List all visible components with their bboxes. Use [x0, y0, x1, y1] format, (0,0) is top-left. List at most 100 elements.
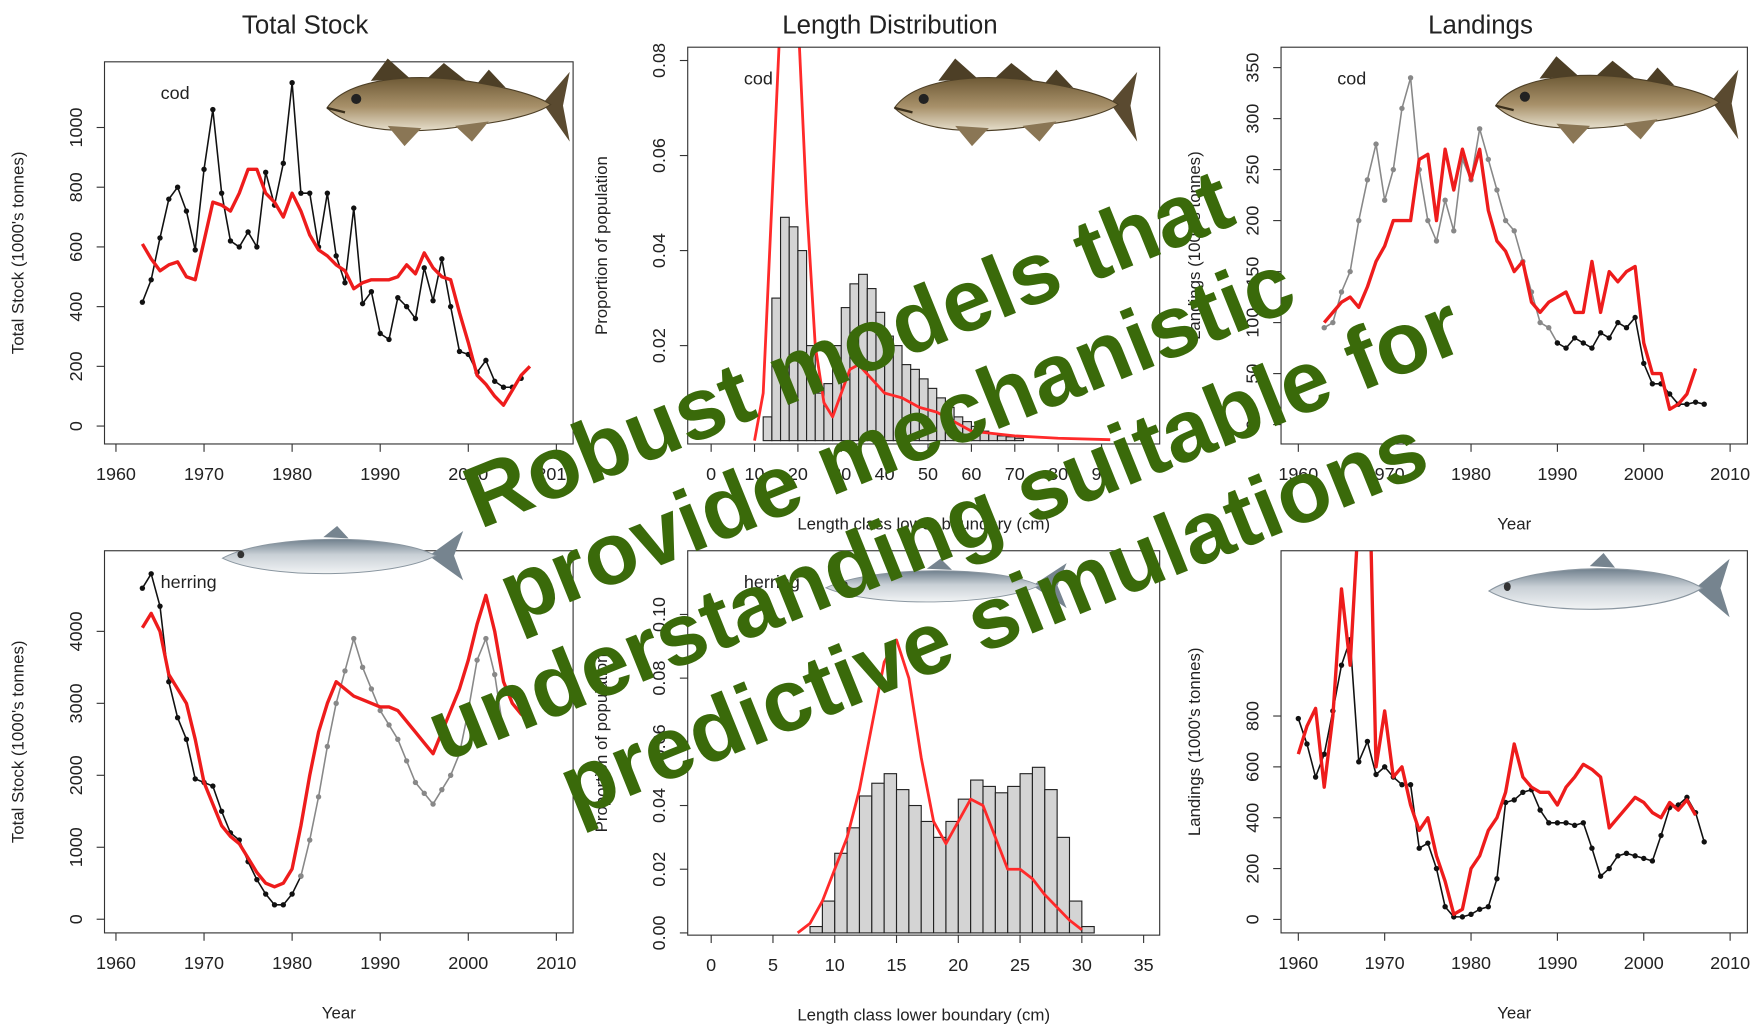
y-tick-label: 0.06 [649, 138, 669, 173]
data-point [1555, 820, 1560, 825]
data-point [289, 80, 294, 85]
data-point [1365, 177, 1370, 182]
y-tick-label: 400 [66, 292, 86, 322]
x-tick-label: 20 [948, 955, 968, 975]
data-point [430, 298, 435, 303]
data-point [342, 668, 347, 673]
data-point [298, 873, 303, 878]
data-point [1512, 228, 1517, 233]
y-axis-label: Proportion of population [592, 156, 611, 335]
data-point [360, 301, 365, 306]
data-point [1589, 846, 1594, 851]
data-point [228, 238, 233, 243]
x-tick-label: 2000 [1624, 464, 1664, 484]
data-point [1373, 772, 1378, 777]
y-axis-label: Landings (1000's tonnes) [1185, 647, 1204, 836]
data-point [1632, 853, 1637, 858]
x-tick-label: 2010 [1710, 953, 1750, 973]
data-point [1615, 320, 1620, 325]
data-point [342, 280, 347, 285]
data-point [1546, 325, 1551, 330]
data-point [1434, 238, 1439, 243]
data-point [448, 304, 453, 309]
panel-title: Landings [1428, 12, 1533, 40]
x-tick-label: 1980 [272, 953, 312, 973]
species-label: cod [1337, 68, 1366, 88]
data-point [1399, 106, 1404, 111]
data-point [1503, 218, 1508, 223]
data-point [1468, 912, 1473, 917]
data-point [166, 196, 171, 201]
data-point [1581, 820, 1586, 825]
y-tick-label: 400 [1243, 803, 1263, 833]
x-tick-label: 30 [1072, 955, 1092, 975]
data-point [492, 379, 497, 384]
y-tick-label: 4000 [66, 611, 86, 651]
x-axis-label: Year [322, 1003, 356, 1022]
data-point [1607, 866, 1612, 871]
data-point [1296, 716, 1301, 721]
x-tick-label: 10 [825, 955, 845, 975]
histogram-bar [1008, 786, 1020, 932]
data-point [289, 891, 294, 896]
y-tick-label: 200 [66, 351, 86, 381]
x-tick-label: 2000 [1624, 953, 1664, 973]
data-point [325, 190, 330, 195]
data-point [219, 809, 224, 814]
histogram-bar [934, 837, 946, 933]
histogram-bar [872, 783, 884, 933]
data-point [333, 253, 338, 258]
data-point [1632, 315, 1637, 320]
data-point [1702, 401, 1707, 406]
data-point [395, 737, 400, 742]
y-tick-label: 800 [66, 172, 86, 202]
y-tick-label: 350 [1243, 53, 1263, 83]
data-point [307, 190, 312, 195]
data-point [404, 304, 409, 309]
data-point [360, 665, 365, 670]
data-point [1537, 320, 1542, 325]
data-point [1356, 218, 1361, 223]
data-point [1408, 75, 1413, 80]
data-point [1347, 269, 1352, 274]
species-label: cod [744, 68, 773, 88]
data-point [1624, 851, 1629, 856]
data-point [281, 902, 286, 907]
data-point [413, 316, 418, 321]
y-tick-label: 800 [1243, 701, 1263, 731]
panel-title: Total Stock [242, 12, 368, 40]
y-tick-label: 300 [1243, 104, 1263, 134]
data-point [325, 744, 330, 749]
x-tick-label: 1980 [1451, 464, 1491, 484]
x-tick-label: 1980 [272, 464, 312, 484]
data-point [254, 877, 259, 882]
data-point [333, 701, 338, 706]
y-tick-label: 0 [66, 421, 86, 431]
data-point [1598, 330, 1603, 335]
x-tick-label: 15 [887, 955, 907, 975]
histogram-bar [1082, 927, 1094, 933]
data-point [1486, 904, 1491, 909]
data-point [140, 299, 145, 304]
y-tick-label: 0.02 [649, 328, 669, 363]
data-point [1624, 325, 1629, 330]
data-point [439, 256, 444, 261]
y-tick-label: 2000 [66, 755, 86, 795]
data-point [148, 571, 153, 576]
data-point [501, 385, 506, 390]
data-point [1425, 840, 1430, 845]
data-point [1382, 198, 1387, 203]
data-point [1607, 335, 1612, 340]
y-tick-label: 600 [1243, 752, 1263, 782]
data-point [386, 722, 391, 727]
data-point [281, 161, 286, 166]
data-point [219, 190, 224, 195]
x-tick-label: 1960 [96, 953, 136, 973]
data-point [457, 349, 462, 354]
histogram-bar [909, 806, 921, 933]
y-tick-label: 0.00 [649, 915, 669, 950]
data-point [1365, 739, 1370, 744]
x-tick-label: 1970 [184, 464, 224, 484]
data-point [210, 783, 215, 788]
data-point [157, 603, 162, 608]
